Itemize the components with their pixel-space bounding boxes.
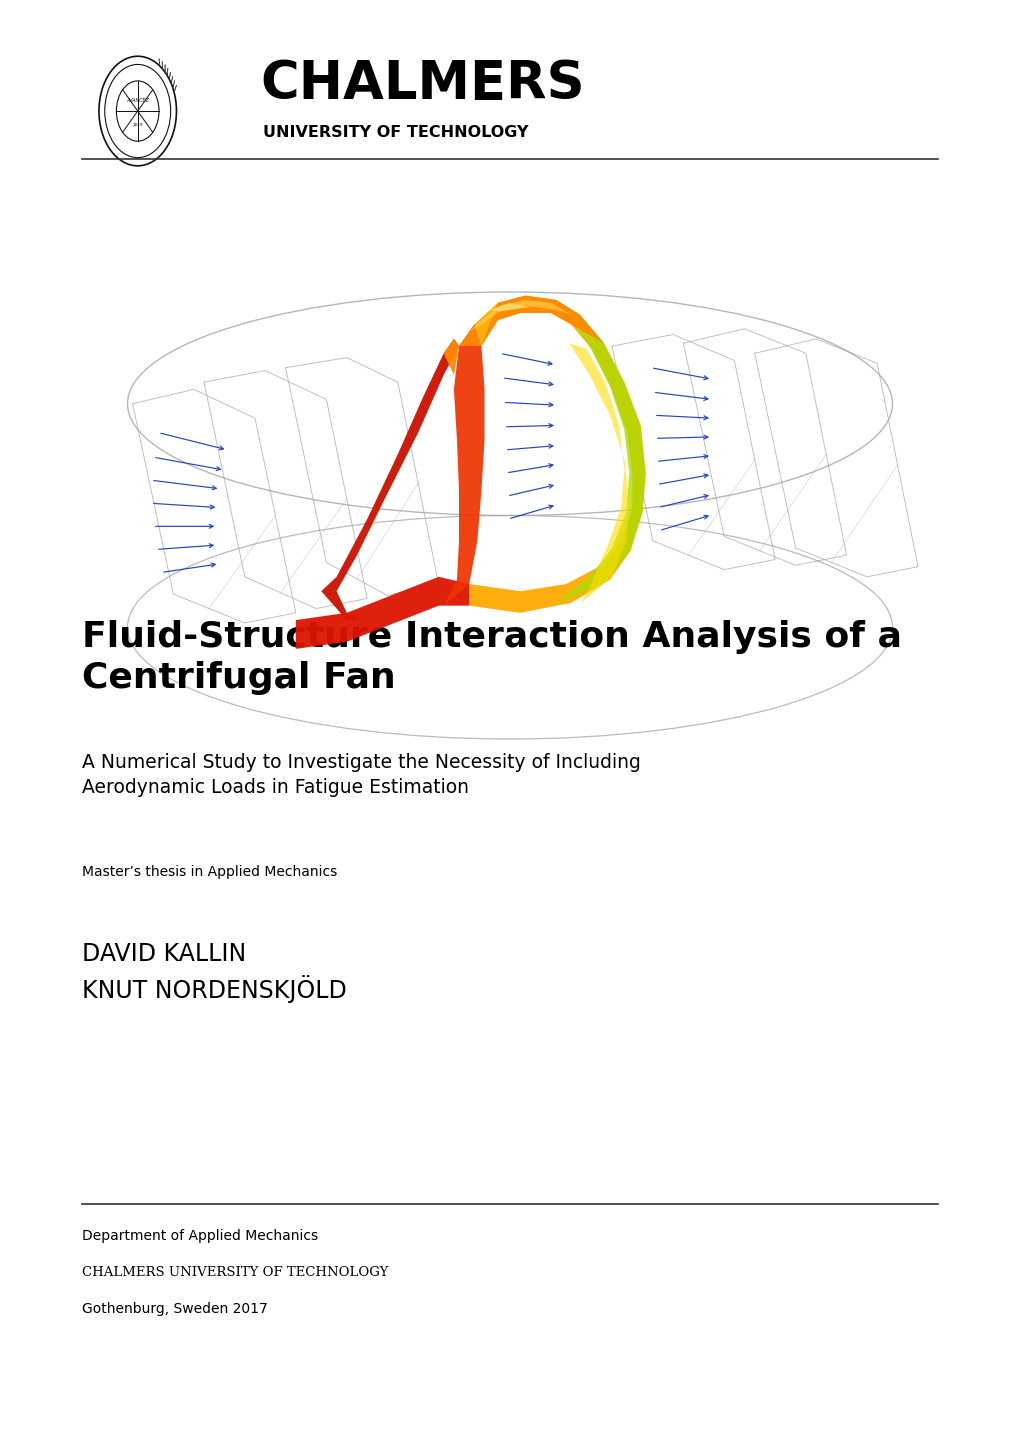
Text: Fluid-Structure Interaction Analysis of a
Centrifugal Fan: Fluid-Structure Interaction Analysis of …: [82, 620, 901, 695]
Polygon shape: [550, 300, 645, 606]
Polygon shape: [296, 577, 469, 649]
Text: A Numerical Study to Investigate the Necessity of Including
Aerodynamic Loads in: A Numerical Study to Investigate the Nec…: [82, 753, 640, 797]
Text: Department of Applied Mechanics: Department of Applied Mechanics: [82, 1229, 317, 1243]
Polygon shape: [489, 303, 530, 311]
Polygon shape: [469, 300, 571, 332]
Text: 1829: 1829: [132, 124, 143, 127]
Polygon shape: [443, 324, 484, 606]
Polygon shape: [443, 296, 603, 375]
Text: DAVID KALLIN
KNUT NORDENSKJÖLD: DAVID KALLIN KNUT NORDENSKJÖLD: [82, 942, 346, 1002]
Text: AVANCEZ: AVANCEZ: [126, 98, 149, 104]
Text: CHALMERS UNIVERSITY OF TECHNOLOGY: CHALMERS UNIVERSITY OF TECHNOLOGY: [82, 1266, 387, 1279]
Polygon shape: [469, 296, 645, 613]
Text: CHALMERS: CHALMERS: [260, 58, 584, 110]
Polygon shape: [321, 339, 459, 620]
Polygon shape: [569, 343, 629, 603]
Text: Master’s thesis in Applied Mechanics: Master’s thesis in Applied Mechanics: [82, 865, 336, 880]
Text: UNIVERSITY OF TECHNOLOGY: UNIVERSITY OF TECHNOLOGY: [263, 125, 528, 140]
Text: Gothenburg, Sweden 2017: Gothenburg, Sweden 2017: [82, 1302, 267, 1317]
